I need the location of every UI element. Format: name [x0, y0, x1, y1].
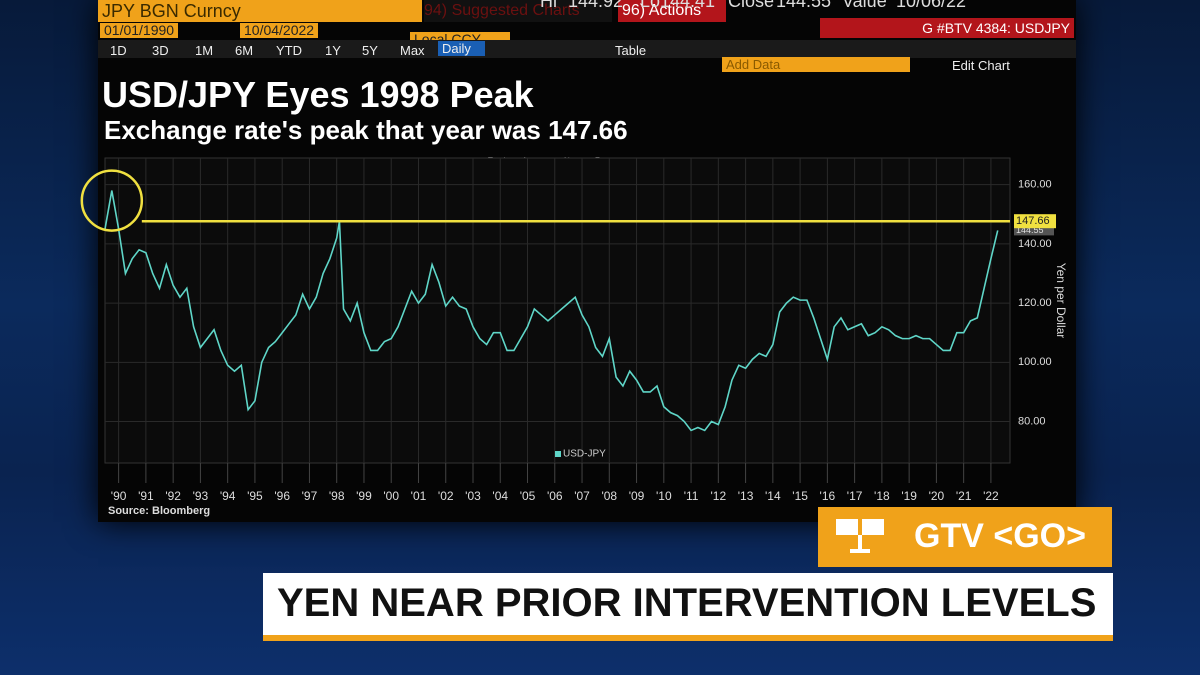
plot-area [104, 157, 1011, 464]
x-tick-label: '06 [547, 489, 563, 503]
x-tick-label: '12 [711, 489, 727, 503]
x-tick-label: '04 [492, 489, 508, 503]
chart-id: G #BTV 4384: USDJPY [820, 18, 1074, 38]
x-tick-label: '00 [383, 489, 399, 503]
period[interactable]: Max [400, 43, 425, 58]
x-tick-label: '10 [656, 489, 672, 503]
period[interactable]: 1D [110, 43, 127, 58]
y-tick-label: 120.00 [1018, 297, 1052, 309]
x-tick-label: '94 [220, 489, 236, 503]
lower-third: YEN NEAR PRIOR INTERVENTION LEVELS [263, 573, 1113, 641]
peak-circle [80, 169, 144, 232]
value-label: Value [842, 0, 887, 11]
frequency[interactable]: Daily [438, 41, 485, 56]
x-tick-label: '07 [574, 489, 590, 503]
period[interactable]: 5Y [362, 43, 378, 58]
peak-label: 147.66 [1016, 215, 1050, 227]
x-tick-label: '91 [138, 489, 154, 503]
value-date: 10/06/22 [896, 0, 967, 11]
x-tick-label: '21 [956, 489, 972, 503]
y-tick-label: 140.00 [1018, 238, 1052, 250]
x-tick-label: '08 [601, 489, 617, 503]
period[interactable]: 1M [195, 43, 214, 58]
bug-text: GTV <GO> [914, 517, 1086, 555]
x-tick-label: '13 [738, 489, 754, 503]
x-tick-label: '98 [329, 489, 345, 503]
lo: 144.41 [660, 0, 716, 11]
source: Source: Bloomberg [108, 505, 211, 517]
x-tick-label: '17 [847, 489, 863, 503]
y-tick-label: 160.00 [1018, 179, 1052, 191]
legend-swatch [555, 451, 561, 457]
x-tick-label: '14 [765, 489, 781, 503]
peak-tag [1014, 214, 1056, 229]
x-tick-label: '05 [520, 489, 536, 503]
toolbar [98, 40, 1076, 58]
legend-label: USD-JPY [563, 449, 606, 460]
end-date[interactable]: 10/04/2022 [240, 23, 319, 38]
x-tick-label: '90 [111, 489, 127, 503]
security: JPY BGN Curncy [98, 0, 422, 22]
hi-label: Hi [540, 0, 557, 11]
series-line [104, 190, 999, 432]
lower-third-text: YEN NEAR PRIOR INTERVENTION LEVELS [277, 581, 1097, 625]
x-tick-label: '03 [465, 489, 481, 503]
period[interactable]: 6M [235, 43, 254, 58]
x-tick-label: '93 [193, 489, 209, 503]
bug-box: GTV <GO> [818, 507, 1112, 567]
x-tick-label: '11 [684, 489, 699, 503]
x-tick-label: '09 [629, 489, 645, 503]
x-tick-label: '99 [356, 489, 372, 503]
last-value-tag [1014, 225, 1054, 236]
x-tick-label: '97 [302, 489, 318, 503]
actions[interactable]: 96) Actions [618, 0, 726, 22]
x-tick-label: '18 [874, 489, 890, 503]
period[interactable]: 3D [152, 43, 169, 58]
close-label: Close [728, 0, 775, 12]
last-value-label: 144.55 [1016, 225, 1044, 235]
add-data[interactable]: Add Data [722, 57, 910, 72]
x-tick-label: '22 [983, 489, 999, 503]
chart-title: USD/JPY Eyes 1998 Peak [102, 74, 534, 115]
y-tick-label: 80.00 [1018, 415, 1046, 427]
start-date[interactable]: 01/01/1990 [100, 23, 179, 38]
x-tick-label: '19 [901, 489, 917, 503]
period[interactable]: YTD [276, 43, 302, 58]
x-tick-label: '15 [792, 489, 808, 503]
close: 144.55 [776, 0, 832, 12]
bug-icon [836, 519, 884, 553]
x-tick-label: '02 [438, 489, 454, 503]
y-axis-label: Yen per Dollar [1054, 263, 1068, 339]
lo-label: Lo [640, 0, 661, 11]
edit-chart[interactable]: Edit Chart [952, 58, 1010, 73]
y-tick-label: 100.00 [1018, 356, 1052, 368]
x-tick-label: '20 [929, 489, 945, 503]
suggested-charts[interactable]: 94) Suggested Charts [424, 0, 612, 22]
x-tick-label: '95 [247, 489, 263, 503]
x-tick-label: '92 [165, 489, 181, 503]
period[interactable]: 1Y [325, 43, 341, 58]
x-tick-label: '16 [820, 489, 836, 503]
x-tick-label: '96 [274, 489, 290, 503]
x-tick-label: '01 [411, 489, 427, 503]
chart-subtitle: Exchange rate's peak that year was 147.6… [104, 115, 628, 145]
table[interactable]: Table [615, 43, 647, 58]
hi: 144.92 [568, 0, 624, 11]
